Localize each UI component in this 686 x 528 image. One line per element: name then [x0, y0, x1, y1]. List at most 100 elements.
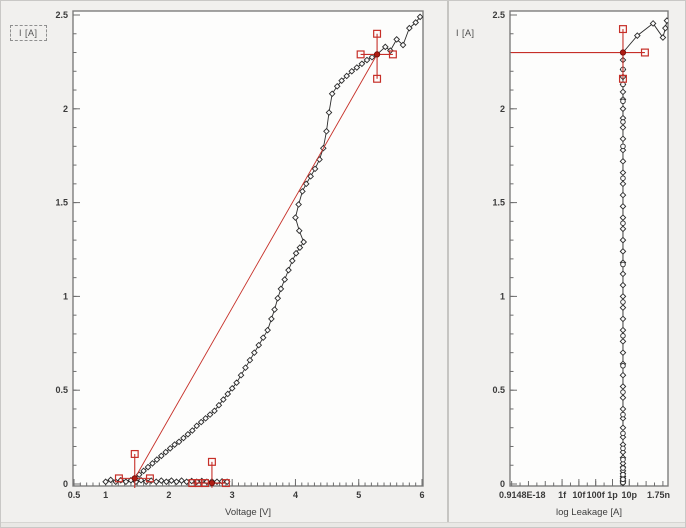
diamond-marker — [619, 135, 627, 143]
diamond-marker — [338, 77, 345, 84]
diamond-marker — [619, 270, 627, 278]
selected-point — [619, 49, 627, 56]
y-tick-label: 2.5 — [55, 10, 68, 20]
square-marker — [114, 474, 123, 483]
square-marker — [373, 74, 382, 83]
diamond-marker — [193, 422, 201, 430]
diamond-marker — [619, 349, 627, 357]
diamond-marker — [274, 294, 282, 302]
diamond-marker — [168, 477, 175, 484]
circle-marker — [620, 445, 626, 452]
square-marker — [640, 48, 649, 57]
plot-content — [102, 13, 423, 488]
diamond-marker — [224, 390, 232, 398]
diamond-marker — [259, 334, 267, 342]
diamond-marker — [292, 249, 300, 257]
diamond-marker — [358, 60, 366, 68]
y-tick-label: 2.5 — [492, 10, 505, 20]
diamond-marker — [107, 476, 115, 484]
diamond-marker — [188, 427, 196, 434]
circle-marker — [620, 333, 626, 339]
circle-marker — [620, 119, 626, 125]
x-tick-label: 10p — [622, 490, 638, 500]
diamond-marker — [619, 405, 627, 413]
diamond-marker — [173, 478, 180, 486]
y-tick-label: 1 — [500, 291, 505, 301]
diamond-marker — [662, 24, 668, 32]
diamond-marker — [619, 315, 627, 323]
panel-divider — [447, 1, 449, 522]
y-tick-label: 0.5 — [55, 385, 68, 395]
x-tick-label: 4 — [293, 490, 298, 500]
diamond-marker — [215, 401, 223, 409]
diamond-marker — [242, 364, 249, 372]
axis-ticks — [510, 14, 664, 486]
selected-point — [131, 475, 138, 482]
diamond-marker — [619, 146, 627, 154]
y-tick-label: 0.5 — [492, 385, 505, 395]
diamond-marker — [211, 407, 218, 415]
circle-marker — [620, 476, 626, 483]
y-tick-label: 2 — [63, 104, 68, 114]
iv-plot-panel: I [A] 0.5 1 2 3 4 5 6 0 0.5 1 1.5 2 2.5 Voltage [V] — [1, 1, 447, 522]
selected-point — [208, 479, 216, 487]
diamond-marker — [122, 478, 130, 486]
diamond-marker — [144, 463, 152, 471]
diamond-marker — [268, 315, 275, 323]
diamond-marker — [619, 424, 627, 432]
circle-marker — [620, 261, 626, 268]
circle-marker — [620, 389, 626, 395]
diamond-marker — [399, 41, 407, 49]
diamond-marker — [619, 88, 627, 96]
diamond-marker — [237, 371, 245, 379]
x-tick-label: 100f — [587, 490, 606, 500]
diamond-marker — [140, 467, 147, 475]
diamond-marker — [663, 17, 668, 24]
diamond-marker — [353, 64, 361, 71]
diamond-marker — [152, 478, 160, 486]
window-bottom-edge — [1, 522, 685, 527]
diamond-marker — [149, 460, 156, 467]
y-tick-label: 0 — [63, 479, 68, 489]
square-marker — [373, 29, 382, 38]
diamond-marker — [163, 478, 170, 486]
diamond-marker — [328, 90, 336, 98]
circle-marker — [620, 411, 626, 418]
leakage-chart[interactable]: 1f 10f 100f 1p 10p 0.9148E-18 1.75n 0 0.5 1 1.5 2 2.… — [450, 1, 686, 522]
diamond-marker — [180, 434, 187, 442]
axis-tick-labels: 0.5 1 2 3 4 5 600.511.522.5 — [55, 10, 424, 500]
y-tick-label: 1 — [63, 291, 68, 301]
series-iv-sweep-up — [131, 13, 423, 482]
diamond-marker — [197, 418, 205, 426]
diamond-marker — [619, 225, 627, 233]
diamond-marker — [416, 13, 423, 21]
circle-marker — [620, 98, 626, 105]
diamond-marker — [102, 478, 109, 486]
left-y-axis-label[interactable]: I [A] — [10, 25, 47, 41]
circle-marker — [620, 430, 626, 437]
series-marker-connector-line — [134, 54, 378, 479]
selected-point — [373, 51, 381, 58]
circle-marker — [620, 471, 626, 478]
diamond-marker — [619, 191, 627, 199]
diamond-marker — [619, 293, 627, 300]
x-tick-label: 1f — [558, 490, 567, 500]
diamond-marker — [363, 56, 371, 64]
diamond-marker — [619, 448, 627, 456]
diamond-marker — [619, 433, 627, 441]
diamond-marker — [406, 24, 413, 32]
x-tick-label: 10f — [572, 490, 586, 500]
right-y-axis-label: I [A] — [456, 28, 475, 38]
diamond-marker — [659, 34, 667, 41]
diamond-marker — [619, 105, 627, 113]
square-marker — [130, 449, 139, 458]
diamond-marker — [368, 53, 376, 61]
diamond-marker — [288, 257, 296, 265]
diamond-marker — [412, 19, 420, 26]
diamond-marker — [619, 383, 627, 390]
x-axis-title: Voltage [V] — [225, 507, 271, 518]
diamond-marker — [619, 415, 627, 422]
diamond-marker — [299, 188, 306, 195]
